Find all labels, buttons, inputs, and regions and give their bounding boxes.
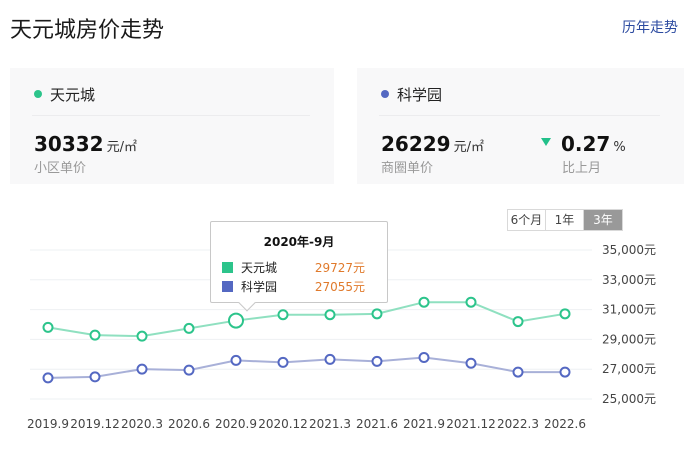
history-trend-link[interactable]: 历年走势 xyxy=(622,20,678,36)
data-point[interactable] xyxy=(324,309,336,321)
y-tick-label: 31,000元 xyxy=(602,303,656,317)
tooltip-series-name: 天元城 xyxy=(241,260,278,275)
x-tick-label: 2020.9 xyxy=(215,417,257,431)
y-tick-label: 29,000元 xyxy=(602,332,656,346)
data-point[interactable] xyxy=(42,321,54,333)
x-tick-label: 2020.3 xyxy=(121,417,163,431)
tooltip-series-name: 科学园 xyxy=(241,279,278,294)
data-point[interactable] xyxy=(228,312,244,329)
x-tick-label: 2020.12 xyxy=(258,417,308,431)
district-price-value: 26229 xyxy=(381,132,451,156)
data-point[interactable] xyxy=(136,330,148,342)
data-point[interactable] xyxy=(512,316,524,328)
x-tick-label: 2021.3 xyxy=(309,417,351,431)
data-point[interactable] xyxy=(42,372,54,384)
divider xyxy=(379,115,660,116)
price-unit: 元/㎡ xyxy=(106,140,137,155)
data-point[interactable] xyxy=(465,357,477,369)
data-point[interactable] xyxy=(512,366,524,378)
x-tick-label: 2022.3 xyxy=(497,417,539,431)
change-unit: % xyxy=(613,140,626,155)
y-tick-label: 27,000元 xyxy=(602,362,656,376)
data-point[interactable] xyxy=(371,308,383,320)
tooltip-row-district: 科学园 27055元 xyxy=(222,277,365,295)
x-tick-label: 2020.6 xyxy=(168,417,210,431)
data-point[interactable] xyxy=(324,353,336,365)
community-name: 天元城 xyxy=(50,85,96,104)
price-unit: 元/㎡ xyxy=(453,140,484,155)
data-point[interactable] xyxy=(277,309,289,321)
y-tick-label: 35,000元 xyxy=(602,243,656,257)
data-point[interactable] xyxy=(277,356,289,368)
data-point[interactable] xyxy=(230,354,242,366)
data-point[interactable] xyxy=(418,351,430,363)
x-tick-label: 2019.9 xyxy=(27,417,69,431)
district-name: 科学园 xyxy=(397,85,443,104)
district-price-metric: 26229 元/㎡ 商圈单价 xyxy=(381,132,484,176)
down-triangle-icon xyxy=(541,138,551,146)
community-swatch-icon xyxy=(222,261,233,273)
page-title: 天元城房价走势 xyxy=(10,18,165,43)
data-point[interactable] xyxy=(559,366,571,378)
card-header: 天元城 xyxy=(34,82,95,106)
change-label: 比上月 xyxy=(562,161,602,176)
tooltip-row-community: 天元城 29727元 xyxy=(222,258,365,276)
data-point[interactable] xyxy=(559,308,571,320)
tab-6-months[interactable]: 6个月 xyxy=(508,210,546,230)
community-price-card: 天元城 30332 元/㎡ 小区单价 xyxy=(10,68,334,184)
x-tick-label: 2021.9 xyxy=(403,417,445,431)
data-point[interactable] xyxy=(183,364,195,376)
series-line xyxy=(47,356,565,379)
district-swatch-icon xyxy=(222,280,233,292)
district-price-label: 商圈单价 xyxy=(381,161,434,176)
price-trend-chart[interactable]: 35,000元 33,000元 31,000元 29,000元 27,000元 25,00… xyxy=(0,236,684,449)
data-point[interactable] xyxy=(371,355,383,367)
series-line xyxy=(47,301,566,338)
x-tick-label: 2021.6 xyxy=(356,417,398,431)
community-price-metric: 30332 元/㎡ 小区单价 xyxy=(34,132,137,176)
y-tick-label: 25,000元 xyxy=(602,392,656,406)
x-tick-label: 2021.12 xyxy=(446,417,496,431)
chart-tooltip: 2020年-9月 天元城 29727元 科学园 27055元 xyxy=(210,221,388,312)
x-tick-label: 2019.12 xyxy=(70,417,120,431)
community-price-label: 小区单价 xyxy=(34,161,87,176)
district-price-card: 科学园 26229 元/㎡ 商圈单价 0.27% 比上月 xyxy=(357,68,684,184)
tab-1-year[interactable]: 1年 xyxy=(546,210,584,230)
data-point[interactable] xyxy=(183,322,195,334)
data-point[interactable] xyxy=(465,296,477,308)
data-point[interactable] xyxy=(418,296,430,308)
data-point[interactable] xyxy=(89,371,101,383)
tooltip-series-value: 27055元 xyxy=(314,279,365,294)
y-tick-label: 33,000元 xyxy=(602,273,656,287)
data-point[interactable] xyxy=(89,329,101,341)
range-selector: 6个月 1年 3年 xyxy=(507,209,623,231)
tab-3-years[interactable]: 3年 xyxy=(584,210,622,230)
divider xyxy=(32,115,310,116)
card-header: 科学园 xyxy=(381,82,442,106)
month-change-metric: 0.27% 比上月 xyxy=(541,132,626,176)
change-value: 0.27 xyxy=(561,132,611,156)
tooltip-title: 2020年-9月 xyxy=(263,235,335,249)
data-point[interactable] xyxy=(136,363,148,375)
tooltip-series-value: 29727元 xyxy=(314,260,365,275)
x-tick-label: 2022.6 xyxy=(544,417,586,431)
district-dot-icon xyxy=(381,90,389,98)
community-price-value: 30332 xyxy=(34,132,104,156)
community-dot-icon xyxy=(34,90,42,98)
